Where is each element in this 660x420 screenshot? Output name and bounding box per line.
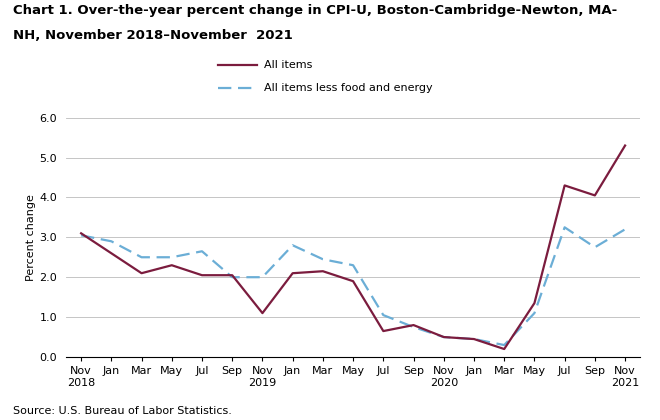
Text: Source: U.S. Bureau of Labor Statistics.: Source: U.S. Bureau of Labor Statistics. bbox=[13, 406, 232, 416]
Text: All items: All items bbox=[264, 60, 312, 70]
Y-axis label: Percent change: Percent change bbox=[26, 194, 36, 281]
Text: Chart 1. Over-the-year percent change in CPI-U, Boston-Cambridge-Newton, MA-: Chart 1. Over-the-year percent change in… bbox=[13, 4, 618, 17]
Text: NH, November 2018–November  2021: NH, November 2018–November 2021 bbox=[13, 29, 293, 42]
Text: All items less food and energy: All items less food and energy bbox=[264, 83, 432, 93]
